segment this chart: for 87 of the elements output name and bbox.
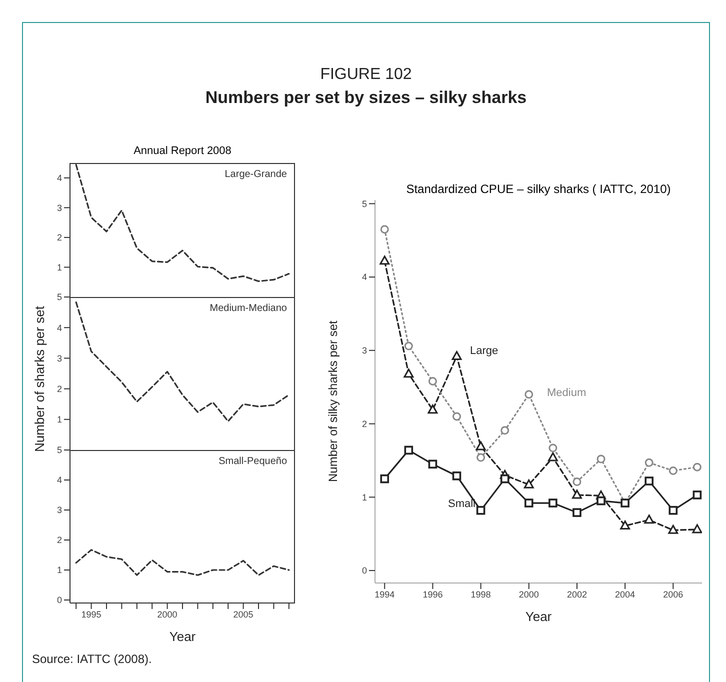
point: [404, 368, 414, 378]
point: [596, 496, 606, 506]
point: [644, 458, 654, 467]
x-tick-label: 2005: [233, 609, 254, 620]
point: [548, 452, 558, 462]
point: [428, 460, 438, 469]
y-tick-label: 1: [362, 492, 367, 502]
text: Numbers per set by sizes – silky sharks: [204, 88, 528, 108]
point: [668, 466, 678, 475]
point: [572, 477, 582, 486]
point: [620, 520, 630, 530]
series-label: Large: [470, 345, 498, 357]
annotation: Medium-Mediano: [210, 303, 287, 314]
series-label: Medium: [547, 387, 586, 399]
point: [452, 412, 461, 421]
line-series: [75, 301, 290, 422]
y-tick-label: 4: [56, 173, 62, 184]
x-tick-label: 2004: [615, 589, 636, 600]
point: [572, 490, 582, 499]
y-tick-label: 4: [56, 475, 62, 486]
point: [548, 498, 558, 508]
point: [692, 490, 702, 500]
point: [692, 462, 702, 472]
point: [596, 454, 606, 464]
y-tick-label: 5: [362, 198, 367, 209]
point: [692, 524, 702, 534]
y-tick-label: 0: [362, 566, 367, 576]
point: [668, 506, 678, 515]
y-tick-label: 1: [56, 414, 62, 425]
y-tick-label: 3: [56, 353, 62, 364]
y-tick-label: 5: [56, 292, 62, 302]
point: [404, 446, 414, 455]
point: [380, 256, 390, 265]
y-tick-label: 2: [56, 535, 62, 546]
x-tick-label: 2006: [663, 589, 684, 600]
source-note: Source: IATTC (2008).: [32, 652, 152, 666]
x-tick-label: 2002: [566, 589, 587, 600]
point: [572, 508, 582, 517]
y-tick-label: 1: [56, 565, 62, 576]
point: [476, 453, 486, 462]
line-series: [75, 164, 290, 282]
annotation: Small-Pequeño: [218, 456, 287, 467]
y-tick-label: 3: [362, 346, 367, 356]
point: [404, 342, 413, 350]
point: [428, 376, 437, 386]
y-tick-label: 3: [56, 202, 62, 213]
point: [428, 404, 438, 414]
x-axis-title: Year: [525, 609, 552, 624]
y-tick-label: 2: [56, 232, 62, 243]
y-tick-label: 4: [362, 272, 367, 282]
x-tick-label: 2000: [157, 609, 178, 620]
point: [524, 498, 534, 508]
annotation: Large-Grande: [224, 169, 287, 180]
y-tick-label: 2: [362, 418, 367, 429]
point: [452, 471, 462, 480]
point: [524, 479, 534, 488]
point: [476, 506, 486, 515]
point: [452, 351, 462, 360]
point: [548, 444, 558, 452]
point: [380, 225, 389, 234]
x-tick-label: 1998: [470, 589, 491, 600]
point: [500, 474, 510, 484]
x-tick-label: 1994: [374, 589, 395, 600]
x-tick-label: 1995: [81, 609, 102, 620]
y-axis-title: Number of silky sharks per set: [326, 320, 340, 482]
chart-title: Standardized CPUE – silky sharks ( IATTC, 2010): [405, 182, 672, 196]
text: FIGURE 102: [319, 66, 413, 84]
point: [644, 514, 654, 524]
x-tick-label: 2000: [518, 589, 539, 600]
y-axis-title: Number of sharks per set: [32, 306, 47, 452]
y-tick-label: 0: [56, 595, 62, 606]
x-axis-title: Year: [169, 629, 196, 644]
point: [668, 524, 678, 534]
point: [500, 426, 510, 435]
y-tick-label: 5: [56, 445, 62, 456]
point: [380, 474, 390, 484]
y-tick-label: 1: [56, 262, 62, 272]
y-tick-label: 2: [56, 384, 62, 394]
x-tick-label: 1996: [422, 589, 443, 600]
line-series: [75, 549, 290, 576]
point: [644, 476, 654, 486]
chart-title: Annual Report 2008: [132, 145, 232, 157]
point: [476, 441, 486, 450]
y-tick-label: 4: [56, 322, 62, 333]
series-label: Small: [448, 498, 476, 510]
point: [524, 390, 534, 399]
y-tick-label: 3: [56, 505, 62, 516]
